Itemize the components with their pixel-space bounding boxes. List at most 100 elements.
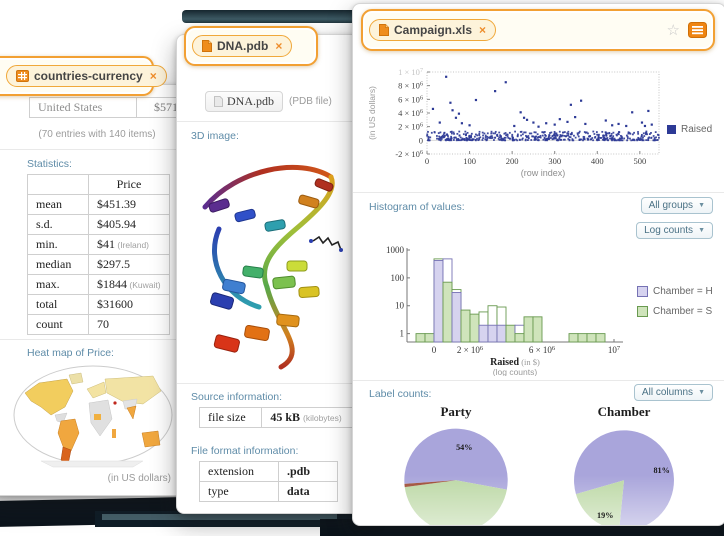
columns-dropdown-label: All columns <box>641 387 694 398</box>
stats-row: total $31600 <box>27 294 170 315</box>
source-table: file size 45 kB (kilobytes) <box>198 407 361 428</box>
stats-row-label: mean <box>27 194 89 215</box>
svg-text:100: 100 <box>463 156 476 166</box>
divider <box>353 192 724 193</box>
svg-text:8 × 106: 8 × 106 <box>398 81 423 91</box>
tab-close-icon[interactable]: × <box>149 69 157 83</box>
stats-row-value: $405.94 <box>88 214 170 235</box>
stats-row-label: min. <box>27 234 89 255</box>
menu-button[interactable] <box>688 22 707 38</box>
dna-card: DNA.pdb (PDB file) 3D image: <box>176 34 362 514</box>
stats-row-label: max. <box>27 274 89 295</box>
file-icon <box>379 24 389 36</box>
stats-row-value: $41 (Ireland) <box>88 234 170 255</box>
file-chip[interactable]: DNA.pdb <box>205 91 283 112</box>
stats-row: count 70 <box>27 314 170 335</box>
histogram-heading: Histogram of values: <box>369 201 465 213</box>
groups-dropdown[interactable]: All groups ▼ <box>640 197 713 214</box>
legend-item-chamber-h: Chamber = H <box>637 286 713 297</box>
window-countries-currency: United States $571 (70 entries with 140 … <box>0 56 188 498</box>
groups-dropdown-label: All groups <box>648 200 694 211</box>
svg-text:Raised (in $): Raised (in $) <box>490 357 540 368</box>
stats-row-label: total <box>27 294 89 315</box>
svg-text:(row index): (row index) <box>521 168 566 178</box>
log-counts-dropdown[interactable]: Log counts ▼ <box>636 222 713 239</box>
histogram-plot: 1 10 100 1000 0 2 × 106 6 × 106 107 Raised (in $… <box>386 245 623 376</box>
svg-text:2 × 106: 2 × 106 <box>398 122 423 132</box>
stats-col-header: Price <box>88 174 170 195</box>
format-row-value: .pdb <box>278 461 338 482</box>
histogram-legend: Chamber = H Chamber = S <box>637 286 713 317</box>
floor-shadow-highlight <box>102 514 337 520</box>
chevron-down-icon: ▼ <box>698 227 705 234</box>
stats-row-label: median <box>27 254 89 275</box>
svg-text:300: 300 <box>548 156 561 166</box>
tab-campaign-xls[interactable]: Campaign.xls × <box>369 19 497 41</box>
tab-countries-currency[interactable]: countries-currency × <box>6 65 167 87</box>
entries-caption: (70 entries with 140 items) <box>38 129 156 140</box>
format-table-body: extension .pdb type data <box>199 461 338 502</box>
legend-swatch <box>667 125 676 134</box>
stats-row: max. $1844 (Kuwait) <box>27 274 170 295</box>
file-type-note: (PDB file) <box>289 96 332 107</box>
star-icon[interactable]: ☆ <box>666 22 680 39</box>
tab-bar: Campaign.xls × ☆ <box>361 9 715 51</box>
chevron-down-icon: ▼ <box>698 389 705 396</box>
svg-text:81%: 81% <box>653 466 669 475</box>
legend-swatch <box>637 286 648 297</box>
svg-text:54%: 54% <box>456 443 472 452</box>
svg-text:(in US dollars): (in US dollars) <box>367 86 377 140</box>
format-table: extension .pdb type data <box>199 461 338 502</box>
stats-row: mean $451.39 <box>27 194 170 215</box>
tab-bar: DNA.pdb × <box>184 26 318 66</box>
stats-table-body: mean $451.39 s.d. $405.94 min. $41 (Ireland) m… <box>27 194 170 335</box>
dna-3d-image <box>202 164 343 370</box>
countries-card: United States $571 (70 entries with 140 … <box>0 84 188 496</box>
format-row: type data <box>199 481 338 502</box>
tab-label: DNA.pdb <box>217 39 269 53</box>
stats-row-value: $451.39 <box>88 194 170 215</box>
divider <box>177 383 361 384</box>
stats-row-value: $31600 <box>88 294 170 315</box>
world-heatmap-image <box>13 365 173 468</box>
file-size-value: 45 kB <box>270 410 300 424</box>
svg-text:1: 1 <box>400 329 405 339</box>
svg-text:10: 10 <box>395 301 405 311</box>
pie-block-chamber: Chamber 81% 19% <box>549 404 699 525</box>
scatter-legend-label: Raised <box>681 124 713 135</box>
columns-dropdown[interactable]: All columns ▼ <box>633 384 713 401</box>
tab-close-icon[interactable]: × <box>275 39 283 53</box>
svg-text:19%: 19% <box>597 511 613 520</box>
legend-swatch <box>637 306 648 317</box>
divider <box>177 121 361 122</box>
pie-chart-chamber: 81% 19% <box>574 430 674 525</box>
svg-text:107: 107 <box>608 345 621 355</box>
stats-row-label: count <box>27 314 89 335</box>
svg-text:500: 500 <box>633 156 646 166</box>
stats-row: min. $41 (Ireland) <box>27 234 170 255</box>
svg-text:1000: 1000 <box>386 245 405 255</box>
pie-chart-party: 54% <box>404 428 508 525</box>
source-heading: Source information: <box>191 391 283 403</box>
legend-label: Chamber = S <box>653 306 713 317</box>
legend-item-chamber-s: Chamber = S <box>637 306 713 317</box>
tab-dna-pdb[interactable]: DNA.pdb × <box>192 35 293 57</box>
format-heading: File format information: <box>191 445 299 457</box>
svg-text:4 × 106: 4 × 106 <box>398 108 423 118</box>
pie-block-party: Party 54% <box>381 404 531 525</box>
svg-text:6 × 106: 6 × 106 <box>398 94 423 104</box>
divider <box>353 380 724 381</box>
heatmap-caption: (in US dollars) <box>107 473 171 484</box>
table-icon <box>16 70 29 82</box>
svg-text:0: 0 <box>425 156 429 166</box>
svg-text:0: 0 <box>432 345 437 355</box>
tab-close-icon[interactable]: × <box>479 23 487 37</box>
svg-text:0: 0 <box>419 135 423 145</box>
preview-price-cell: $571 <box>135 97 187 118</box>
svg-text:2 × 106: 2 × 106 <box>457 345 484 355</box>
format-row-value: data <box>278 481 338 502</box>
format-row-label: type <box>199 481 279 502</box>
format-row-label: extension <box>199 461 279 482</box>
